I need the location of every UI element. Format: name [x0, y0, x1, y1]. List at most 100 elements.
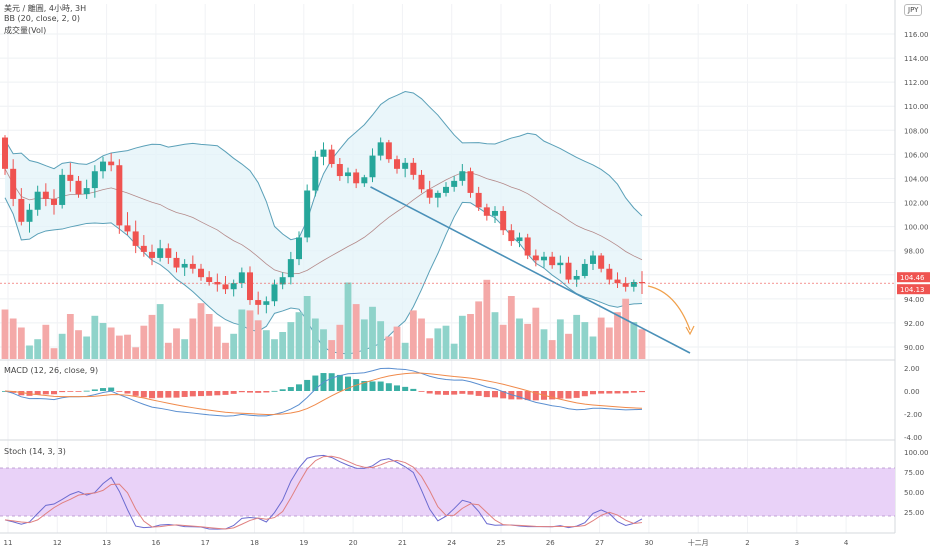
candle [369, 155, 376, 178]
candle [402, 162, 409, 169]
volume-bar [426, 338, 434, 359]
macd-histogram-bar [124, 391, 131, 394]
stoch-legend[interactable]: Stoch (14, 3, 3) [4, 447, 66, 456]
stoch-band [0, 468, 895, 516]
volume-bar [442, 325, 450, 359]
price-tick-label: 114.00 [904, 55, 929, 63]
volume-bar [99, 323, 107, 359]
macd-histogram-bar [296, 384, 302, 391]
candle [67, 174, 74, 181]
candle [222, 284, 229, 290]
volume-bar [164, 342, 172, 359]
volume-bar [83, 336, 91, 359]
volume-bar [548, 340, 556, 359]
volume-bar [393, 326, 401, 359]
macd-histogram-bar [189, 391, 196, 397]
macd-histogram-bar [467, 391, 474, 395]
candle [394, 159, 400, 169]
stoch-d-line [4, 455, 643, 530]
stoch-tick-label: 75.00 [904, 469, 924, 477]
price-tick-label: 104.00 [904, 175, 929, 183]
time-tick-label: 18 [250, 539, 259, 547]
volume-bar [320, 329, 327, 359]
candle [434, 192, 441, 198]
currency-badge[interactable]: JPY [904, 4, 923, 16]
volume-bar [540, 329, 548, 359]
bb-legend[interactable]: BB (20, close, 2, 0) [4, 14, 80, 23]
macd-histogram-bar [590, 391, 596, 395]
stoch-panel: 100.00 75.00 50.00 25.00 [0, 449, 929, 530]
price-tick-label: 94.00 [904, 296, 924, 304]
macd-histogram-bar [524, 391, 531, 401]
macd-histogram-bar [255, 391, 262, 393]
drawings[interactable] [370, 186, 695, 354]
candle [418, 174, 425, 190]
macd-histogram-bar [394, 385, 400, 391]
volume-bar [605, 327, 613, 359]
volume-bar [148, 314, 156, 359]
volume-bar [369, 306, 376, 359]
volume-bar [140, 325, 148, 359]
volume-bar [91, 315, 99, 359]
macd-histogram-bar [426, 391, 433, 394]
volume-bar [377, 321, 385, 359]
time-tick-label: 13 [102, 539, 111, 547]
volume-bar [189, 318, 197, 359]
volume-bar [458, 315, 466, 359]
time-tick-label: 21 [398, 539, 407, 547]
macd-histogram-bar [312, 375, 319, 391]
volume-bar [352, 304, 360, 359]
macd-histogram-bar [173, 391, 180, 398]
macd-line [4, 367, 643, 417]
candle [206, 277, 213, 282]
price-tag-label: 104.13 [900, 286, 925, 294]
volume-bar [50, 348, 58, 359]
volume-bar [328, 340, 336, 359]
macd-histogram-bar [214, 391, 221, 396]
macd-histogram-bar [418, 391, 425, 392]
candle [18, 198, 25, 222]
volume-bar [336, 324, 344, 359]
volume-bar [271, 339, 278, 359]
candle [83, 188, 90, 195]
macd-histogram-bar [271, 390, 278, 392]
macd-histogram-bar [181, 391, 188, 397]
candle [189, 263, 196, 269]
symbol-legend[interactable]: 美元 / 離圓, 4小時, 3H [4, 4, 87, 13]
macd-tick-label: -2.00 [904, 411, 922, 419]
macd-histogram-bar [622, 391, 629, 394]
candle [353, 172, 360, 184]
time-tick-label: 27 [595, 539, 604, 547]
time-tick-label: 25 [497, 539, 506, 547]
price-tick-label: 116.00 [904, 31, 929, 39]
macd-histogram-bar [630, 391, 637, 393]
macd-histogram-bar [67, 391, 74, 392]
candle [508, 230, 515, 242]
candle [173, 257, 180, 268]
macd-histogram-bar [304, 379, 311, 391]
price-tick-label: 112.00 [904, 79, 929, 87]
macd-histogram-bar [83, 390, 90, 392]
price-tick-label: 108.00 [904, 127, 929, 135]
candle [108, 161, 115, 166]
macd-histogram-bar [59, 391, 66, 393]
candle [573, 275, 580, 280]
signal-line [4, 372, 643, 415]
volume-bar [638, 329, 646, 359]
volume-bar [115, 335, 123, 359]
volume-bar [344, 282, 352, 359]
volume-bar [107, 327, 115, 359]
macd-panel: 2.00 0.00 -2.00 -4.00 [2, 365, 922, 442]
macd-histogram-bar [100, 388, 106, 391]
time-tick-label: 24 [447, 539, 456, 547]
volume-legend[interactable]: 成交量(Vol) [4, 26, 47, 35]
candle [34, 191, 41, 210]
time-tick-label: 十二月 [688, 538, 709, 547]
time-tick-label: 26 [546, 539, 555, 547]
candlesticks[interactable] [2, 135, 645, 315]
time-tick-label: 17 [201, 539, 210, 547]
macd-histogram-bar [345, 376, 351, 391]
volume-bar [303, 296, 311, 359]
macd-legend[interactable]: MACD (12, 26, close, 9) [4, 366, 99, 375]
